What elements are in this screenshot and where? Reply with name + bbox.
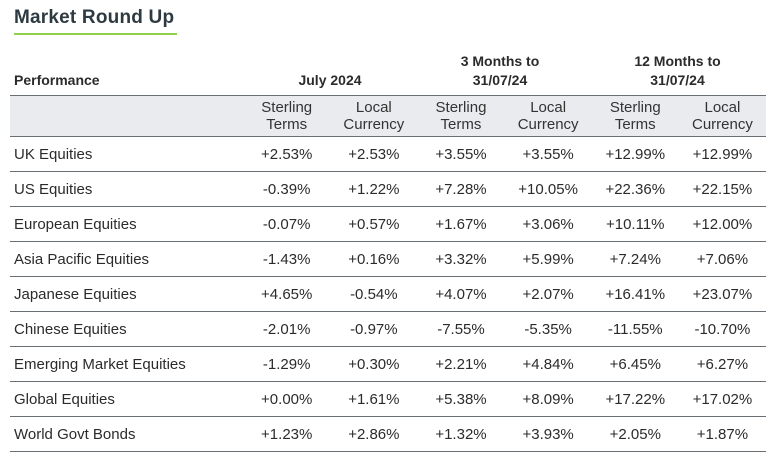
table-row: Asia Pacific Equities -1.43% +0.16% +3.3… [10,241,766,277]
table-cell: +0.30% [330,346,418,382]
table-cell: +12.99% [591,136,679,172]
table-cell: +1.22% [330,171,418,207]
table-cell: -10.70% [678,311,766,347]
table-cell: +1.61% [330,381,418,417]
table-cell: +5.38% [417,381,505,417]
table-cell: +3.55% [417,136,505,172]
table-row: US Equities -0.39% +1.22% +7.28% +10.05%… [10,171,766,207]
table-cell: +2.05% [591,416,679,452]
table-cell: +7.28% [417,171,505,207]
row-label: US Equities [10,171,244,207]
table-cell: +17.02% [678,381,766,417]
table-cell: +4.65% [243,276,331,312]
table-cell: -0.07% [243,206,331,242]
table-cell: +5.99% [504,241,592,277]
table-cell: +1.67% [417,206,505,242]
table-row: UK Equities +2.53% +2.53% +3.55% +3.55% … [10,136,766,172]
table-row: Chinese Equities -2.01% -0.97% -7.55% -5… [10,311,766,347]
row-label: Emerging Market Equities [10,346,244,382]
table-cell: +4.84% [504,346,592,382]
table-cell: +23.07% [678,276,766,312]
table-cell: +6.45% [591,346,679,382]
table-cell: +1.23% [243,416,331,452]
table-cell: -1.29% [243,346,331,382]
twelve-months-header: 12 Months to 31/07/24 [590,52,765,90]
three-months-header-line1: 3 Months to [460,53,540,69]
table-cell: -2.01% [243,311,331,347]
table-cell: +0.16% [330,241,418,277]
table-row: Emerging Market Equities -1.29% +0.30% +… [10,346,766,382]
table-cell: -7.55% [417,311,505,347]
row-label: Chinese Equities [10,311,244,347]
three-months-header-line2: 31/07/24 [472,72,528,88]
table-cell: +1.32% [417,416,505,452]
performance-table: Sterling Terms Local Currency Sterling Term… [10,95,766,452]
subheader-local-currency: Local Currency [504,95,592,137]
table-cell: +4.07% [417,276,505,312]
twelve-months-header-line1: 12 Months to [634,53,721,69]
subheader-row: Sterling Terms Local Currency Sterling Term… [10,95,766,137]
subheader-local-currency: Local Currency [330,95,418,137]
july-2024-header: July 2024 [298,72,362,88]
row-label: Asia Pacific Equities [10,241,244,277]
table-cell: +1.87% [678,416,766,452]
table-cell: +3.32% [417,241,505,277]
subheader-sterling-terms: Sterling Terms [591,95,679,137]
table-cell: +7.24% [591,241,679,277]
table-cell: +2.53% [243,136,331,172]
table-row: Japanese Equities +4.65% -0.54% +4.07% +… [10,276,766,312]
row-label: UK Equities [10,136,244,172]
row-label: Japanese Equities [10,276,244,312]
table-cell: +7.06% [678,241,766,277]
table-cell: +3.55% [504,136,592,172]
table-cell: +2.53% [330,136,418,172]
table-cell: +2.07% [504,276,592,312]
table-cell: +0.00% [243,381,331,417]
table-row: European Equities -0.07% +0.57% +1.67% +… [10,206,766,242]
table-cell: +12.00% [678,206,766,242]
subheader-sterling-terms: Sterling Terms [243,95,331,137]
performance-header: Performance [14,72,100,88]
table-cell: +12.99% [678,136,766,172]
table-cell: +2.86% [330,416,418,452]
subheader-local-currency: Local Currency [678,95,766,137]
table-row: Global Equities +0.00% +1.61% +5.38% +8.… [10,381,766,417]
row-label: World Govt Bonds [10,416,244,452]
three-months-header: 3 Months to 31/07/24 [420,52,580,90]
table-cell: +16.41% [591,276,679,312]
page-title: Market Round Up [14,7,175,28]
row-label: European Equities [10,206,244,242]
table-cell: -0.39% [243,171,331,207]
table-cell: +2.21% [417,346,505,382]
table-cell: +10.05% [504,171,592,207]
table-cell: -0.97% [330,311,418,347]
table-cell: +22.15% [678,171,766,207]
twelve-months-header-line2: 31/07/24 [650,72,705,88]
table-cell: +17.22% [591,381,679,417]
subheader-blank [10,95,244,137]
table-cell: +3.06% [504,206,592,242]
table-cell: +3.93% [504,416,592,452]
table-cell: -11.55% [591,311,679,347]
table-cell: -1.43% [243,241,331,277]
table-cell: +22.36% [591,171,679,207]
subheader-sterling-terms: Sterling Terms [417,95,505,137]
table-cell: +6.27% [678,346,766,382]
table-cell: +0.57% [330,206,418,242]
table-cell: +8.09% [504,381,592,417]
row-label: Global Equities [10,381,244,417]
title-underline [14,33,177,35]
table-cell: -5.35% [504,311,592,347]
table-row: World Govt Bonds +1.23% +2.86% +1.32% +3… [10,416,766,452]
table-cell: -0.54% [330,276,418,312]
table-cell: +10.11% [591,206,679,242]
